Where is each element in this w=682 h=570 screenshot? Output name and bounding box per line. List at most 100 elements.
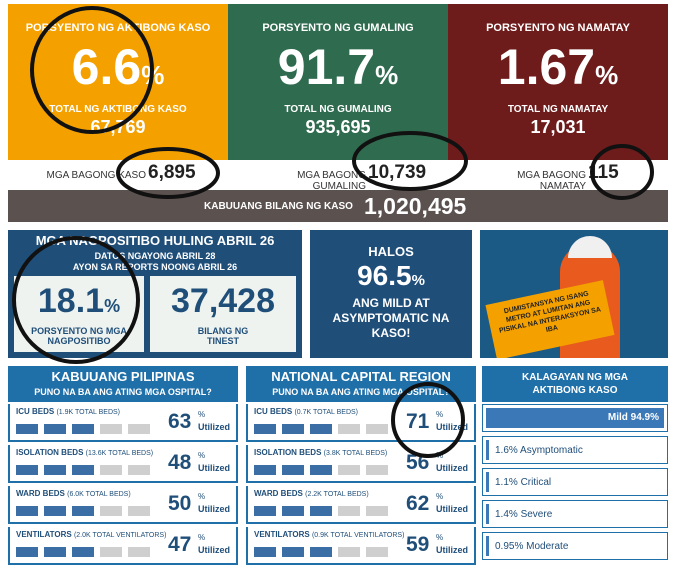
hospital-header: KABUUANG PILIPINAS PUNO NA BA ANG ATING M… [8,366,238,402]
bed-icon [44,506,66,516]
status-label: 1.6% Asymptomatic [495,445,583,456]
tested-label: BILANG NG TINEST [197,326,249,346]
bed-icon [72,465,94,475]
utilization-unit: % [198,451,206,460]
bed-total: (0.9K TOTAL VENTILATORS) [311,532,405,539]
sub-label: TOTAL NG AKTIBONG KASO [49,104,187,115]
bed-total: (0.7K TOTAL BEDS) [294,409,359,416]
bed-icon [254,506,276,516]
utilization-value: 71 [406,410,430,433]
bed-icon [128,465,150,475]
unit: % [595,60,619,90]
bed-icon [100,424,122,434]
status-label: 1.1% Critical [495,477,552,488]
new-label: MGA BAGONG NAMATAY [517,170,586,192]
tested-box: 37,428 BILANG NG TINEST [150,276,296,352]
hospital-row: ISOLATION BEDS (13.6K TOTAL BEDS) 48% Util… [8,445,238,483]
status-bar [486,472,489,492]
hospital-row: WARD BEDS (2.2K TOTAL BEDS) 62% Utilized [246,486,476,524]
bed-icon [128,547,150,557]
utilization-value: 63 [168,410,192,433]
bed-icon [128,506,150,516]
bed-name: ISOLATION BEDS [16,448,84,457]
bed-label: ICU BEDS (1.9K TOTAL BEDS) [16,407,120,416]
total-bar: KABUUANG BILANG NG KASO 1,020,495 [8,190,668,222]
total-label: KABUUANG BILANG NG KASO [204,201,353,212]
status-bar [486,536,489,556]
unit: % [375,60,399,90]
bed-icon [72,506,94,516]
mild-panel: HALOS 96.5% ANG MILD AT ASYMPTOMATIC NA KA… [310,230,472,358]
positivity-title: MGA NAGPOSITIBO HULING ABRIL 26 [35,233,275,248]
status-bar [486,504,489,524]
utilization-value: 56 [406,451,430,474]
bed-icon [128,424,150,434]
bed-icon [282,547,304,557]
bed-icon [310,506,332,516]
panel-label: PORSYENTO NG AKTIBONG KASO [25,22,211,34]
hospital-row: VENTILATORS (0.9K TOTAL VENTILATORS) 59% U… [246,527,476,565]
bed-icon [366,465,388,475]
bed-icon [338,506,360,516]
bed-icon [254,465,276,475]
poster-helmet [568,236,612,258]
utilization-status: Utilized [436,422,469,432]
utilization-status: Utilized [436,463,469,473]
bed-icon [338,465,360,475]
value: 1.67 [497,39,596,95]
poster: DUMISTANSYA NG ISANG METRO AT LUMITAN AN… [480,230,668,358]
bed-label: WARD BEDS (2.2K TOTAL BEDS) [254,489,369,498]
bed-total: (13.6K TOTAL BEDS) [85,450,154,457]
new-value: 6,895 [148,162,196,183]
utilization-value: 59 [406,533,430,556]
bed-icon [282,506,304,516]
bed-label: ISOLATION BEDS (13.6K TOTAL BEDS) [16,448,153,457]
utilization-status: Utilized [436,504,469,514]
value: 96.5 [357,260,412,291]
utilization-unit: % [436,533,444,542]
utilization-unit: % [436,451,444,460]
panel-value: 91.7% [228,38,448,104]
new-value: 10,739 [368,162,427,183]
summary-panel: PORSYENTO NG GUMALING 91.7% TOTAL NG GUMAL… [228,4,448,160]
bed-total: (2.0K TOTAL VENTILATORS) [73,532,167,539]
sub-value: 67,769 [90,117,146,137]
hospital-row: ICU BEDS (1.9K TOTAL BEDS) 63% Utilized [8,404,238,442]
bed-icon [282,465,304,475]
hospital-title: KABUUANG PILIPINAS [51,369,195,384]
bed-name: ISOLATION BEDS [254,448,322,457]
status-row: 1.6% Asymptomatic [482,436,668,464]
unit: % [141,60,165,90]
hospital-subtitle: PUNO NA BA ANG ATING MGA OSPITAL? [272,387,450,397]
hospital-row: WARD BEDS (6.0K TOTAL BEDS) 50% Utilized [8,486,238,524]
bed-icon [44,547,66,557]
utilization-unit: % [436,410,444,419]
status-row: 1.4% Severe [482,500,668,528]
summary-panel: PORSYENTO NG AKTIBONG KASO 6.6% TOTAL NG A… [8,4,228,160]
rate-label: PORSYENTO NG MGA NAGPOSITIBO [31,326,127,346]
utilization-value: 62 [406,492,430,515]
utilization-status: Utilized [198,463,231,473]
status-bar [486,440,489,460]
bed-name: WARD BEDS [254,489,303,498]
hospital-header: NATIONAL CAPITAL REGION PUNO NA BA ANG AT… [246,366,476,402]
bed-icon [44,424,66,434]
bed-label: VENTILATORS (2.0K TOTAL VENTILATORS) [16,530,166,539]
rate-value: 18.1% [14,282,144,321]
bed-icon [16,424,38,434]
bed-icon [366,424,388,434]
utilization-unit: % [198,492,206,501]
mild-value: 96.5% [310,260,472,292]
utilization-value: 48 [168,451,192,474]
bed-label: ISOLATION BEDS (3.8K TOTAL BEDS) [254,448,387,457]
bed-label: WARD BEDS (6.0K TOTAL BEDS) [16,489,131,498]
status-label: Mild 94.9% [607,412,659,423]
bed-icon [310,547,332,557]
bed-icon [100,506,122,516]
status-title: KALAGAYAN NG MGA AKTIBONG KASO [522,372,628,396]
sub-value: 17,031 [530,117,586,137]
new-value: 115 [588,162,619,183]
utilization-unit: % [198,533,206,542]
